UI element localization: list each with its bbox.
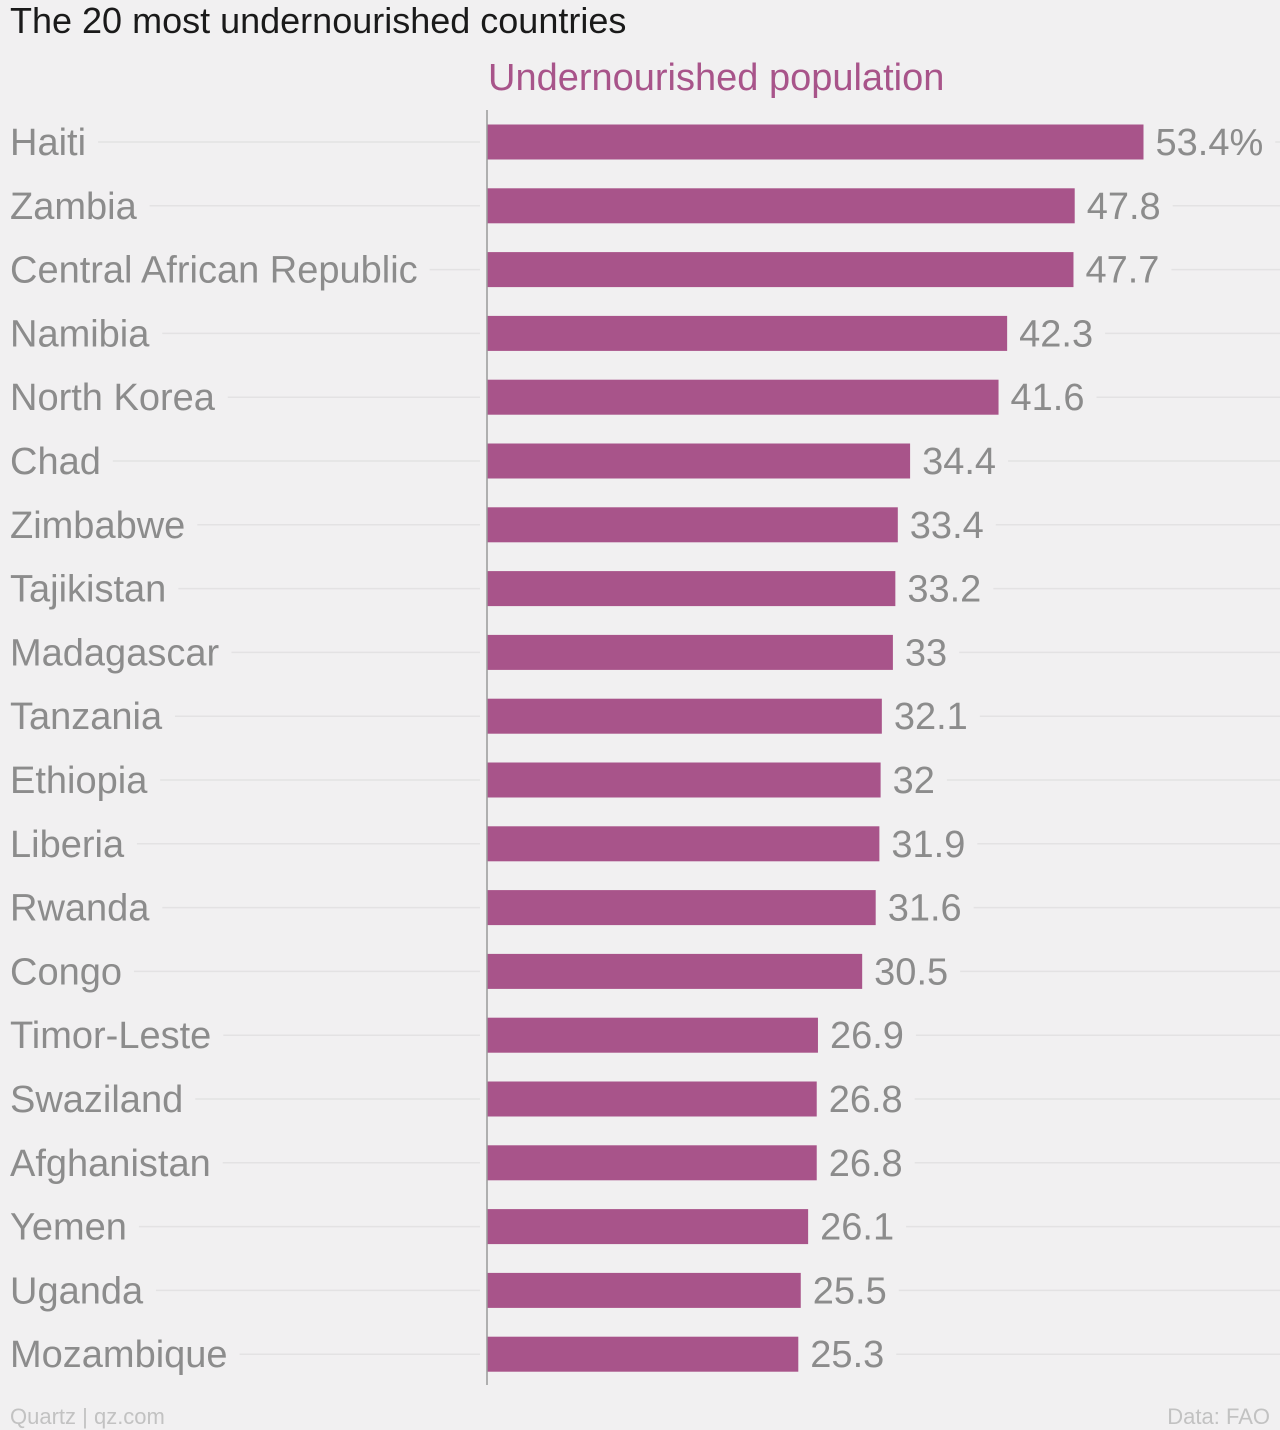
category-label: Madagascar — [10, 632, 219, 674]
bar-row: Namibia 42.3 — [10, 313, 1280, 355]
category-label: Swaziland — [10, 1079, 183, 1121]
footer-data-credit: Data: FAO — [1167, 1404, 1270, 1429]
footer-source: Quartz | qz.com — [10, 1404, 165, 1429]
category-label: Mozambique — [10, 1334, 228, 1376]
bar-rows: Haiti 53.4% Zambia 47.8 Central African Repu… — [10, 122, 1280, 1376]
bar — [487, 1209, 809, 1245]
value-label: 33.2 — [907, 569, 981, 611]
bar-row: Swaziland 26.8 — [10, 1079, 1280, 1121]
bar — [487, 124, 1144, 160]
bar — [487, 1272, 801, 1308]
bar — [487, 188, 1075, 224]
bar-row: Haiti 53.4% — [10, 122, 1280, 164]
bar-row: Central African Republic 47.7 — [10, 250, 1280, 292]
category-label: Uganda — [10, 1270, 144, 1312]
category-label: Zimbabwe — [10, 505, 185, 547]
bar — [487, 507, 898, 543]
value-label: 26.8 — [829, 1143, 903, 1185]
value-label: 47.8 — [1087, 186, 1161, 228]
category-label: Yemen — [10, 1207, 127, 1249]
value-label: 25.5 — [813, 1270, 887, 1312]
value-label: 47.7 — [1085, 250, 1159, 292]
bar-row: Yemen 26.1 — [10, 1207, 1280, 1249]
category-label: Rwanda — [10, 888, 150, 930]
bar — [487, 762, 881, 798]
value-label: 33.4 — [910, 505, 984, 547]
bar-row: Uganda 25.5 — [10, 1270, 1280, 1312]
value-label: 53.4% — [1156, 122, 1264, 164]
bar-row: Afghanistan 26.8 — [10, 1143, 1280, 1185]
value-label: 32 — [893, 760, 935, 802]
value-label: 26.1 — [820, 1207, 894, 1249]
category-label: Ethiopia — [10, 760, 148, 802]
bar — [487, 634, 893, 670]
bar-row: North Korea 41.6 — [10, 377, 1280, 419]
bar — [487, 890, 876, 926]
value-label: 30.5 — [874, 951, 948, 993]
bar-row: Tanzania 32.1 — [10, 696, 1280, 738]
category-label: Tanzania — [10, 696, 163, 738]
category-label: North Korea — [10, 377, 216, 419]
category-label: Afghanistan — [10, 1143, 211, 1185]
value-label: 42.3 — [1019, 313, 1093, 355]
category-label: Liberia — [10, 824, 125, 866]
series-label: Undernourished population — [488, 57, 944, 99]
bar — [487, 379, 999, 415]
value-label: 33 — [905, 632, 947, 674]
bar-row: Madagascar 33 — [10, 632, 1280, 674]
value-label: 34.4 — [922, 441, 996, 483]
category-label: Haiti — [10, 122, 86, 164]
bar — [487, 826, 880, 862]
bar — [487, 698, 882, 734]
category-label: Chad — [10, 441, 101, 483]
value-label: 31.9 — [891, 824, 965, 866]
category-label: Tajikistan — [10, 569, 166, 611]
bar-row: Tajikistan 33.2 — [10, 569, 1280, 611]
category-label: Zambia — [10, 186, 138, 228]
bar-row: Zambia 47.8 — [10, 186, 1280, 228]
bar-row: Chad 34.4 — [10, 441, 1280, 483]
value-label: 26.9 — [830, 1015, 904, 1057]
bar-row: Liberia 31.9 — [10, 824, 1280, 866]
category-label: Congo — [10, 951, 122, 993]
value-label: 32.1 — [894, 696, 968, 738]
category-label: Central African Republic — [10, 250, 418, 292]
bar — [487, 953, 863, 989]
chart-title: The 20 most undernourished countries — [10, 0, 626, 41]
bar — [487, 1145, 817, 1181]
bar-row: Rwanda 31.6 — [10, 888, 1280, 930]
bar-row: Zimbabwe 33.4 — [10, 505, 1280, 547]
bar-row: Ethiopia 32 — [10, 760, 1280, 802]
bar-row: Congo 30.5 — [10, 951, 1280, 993]
value-label: 31.6 — [888, 888, 962, 930]
value-label: 26.8 — [829, 1079, 903, 1121]
bar-row: Mozambique 25.3 — [10, 1334, 1280, 1376]
value-label: 25.3 — [810, 1334, 884, 1376]
bar — [487, 571, 896, 607]
bar — [487, 1081, 817, 1117]
value-label: 41.6 — [1011, 377, 1085, 419]
bar-row: Timor-Leste 26.9 — [10, 1015, 1280, 1057]
category-label: Timor-Leste — [10, 1015, 211, 1057]
category-label: Namibia — [10, 313, 150, 355]
bar — [487, 1017, 818, 1053]
bar — [487, 252, 1074, 288]
bar — [487, 443, 911, 479]
bar — [487, 1336, 799, 1372]
bar — [487, 315, 1008, 351]
